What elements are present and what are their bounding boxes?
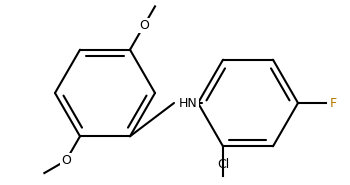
Text: O: O	[61, 154, 71, 167]
Text: F: F	[330, 97, 337, 110]
Text: Cl: Cl	[217, 158, 229, 171]
Text: O: O	[139, 19, 149, 32]
Text: HN: HN	[178, 97, 197, 110]
